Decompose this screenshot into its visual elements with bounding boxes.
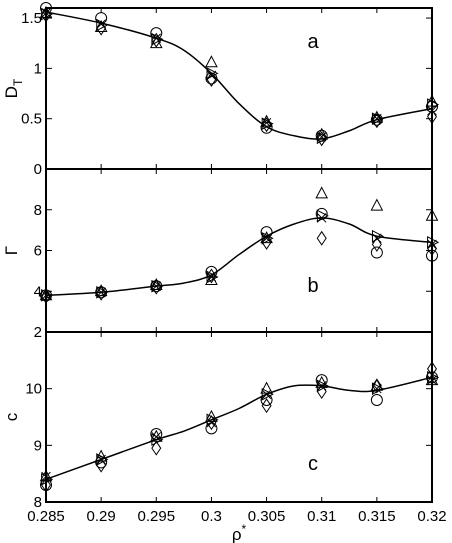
data-point-x bbox=[372, 113, 382, 124]
data-point-diamond bbox=[316, 131, 327, 147]
data-point-diamond bbox=[206, 415, 217, 431]
data-point-circle bbox=[150, 428, 163, 440]
data-point-diamond bbox=[261, 117, 272, 133]
y-axis-label: Γ bbox=[2, 246, 21, 255]
data-point-x bbox=[151, 33, 162, 43]
data-point-triangle-up bbox=[205, 409, 218, 422]
x-tick-label: 0.285 bbox=[27, 508, 65, 525]
data-point-diamond bbox=[96, 285, 107, 301]
data-point-x bbox=[96, 454, 106, 465]
data-point-triangle-up bbox=[260, 231, 273, 244]
data-point-x bbox=[206, 417, 217, 428]
data-point-x bbox=[96, 19, 106, 29]
data-point-diamond bbox=[261, 234, 272, 250]
y-tick-label: 8 bbox=[34, 494, 42, 511]
data-point-triangle-right bbox=[96, 453, 109, 466]
panel-label: a bbox=[307, 31, 319, 53]
data-point-diamond bbox=[151, 279, 162, 295]
y-axis-label-subscript: T bbox=[11, 78, 25, 86]
data-point-diamond bbox=[371, 113, 382, 129]
data-point-x bbox=[206, 70, 217, 81]
data-point-triangle-right bbox=[261, 231, 274, 245]
data-point-triangle-right bbox=[261, 117, 274, 131]
data-point-x bbox=[316, 381, 327, 391]
y-tick-label: 9 bbox=[34, 437, 42, 454]
data-point-triangle-up bbox=[260, 381, 273, 394]
data-point-triangle-up bbox=[315, 186, 329, 199]
data-point-x bbox=[151, 432, 162, 442]
data-point-diamond bbox=[316, 230, 327, 246]
data-point-triangle-up bbox=[370, 198, 384, 211]
data-point-diamond bbox=[371, 378, 382, 394]
y-tick-label: 6 bbox=[34, 243, 42, 260]
x-tick-label: 0.305 bbox=[248, 508, 286, 525]
data-point-x bbox=[261, 233, 272, 244]
x-tick-label: 0.31 bbox=[307, 508, 336, 525]
x-tick-label: 0.315 bbox=[358, 508, 396, 525]
x-axis-label: ρ* bbox=[232, 522, 247, 543]
data-point-x bbox=[151, 281, 162, 291]
data-point-triangle-right bbox=[261, 388, 274, 401]
plot-frame bbox=[45, 331, 433, 503]
x-tick-label: 0.29 bbox=[87, 508, 116, 525]
data-point-triangle-right bbox=[96, 285, 109, 299]
y-tick-label: 1 bbox=[34, 60, 42, 77]
y-tick-label: 2 bbox=[34, 324, 42, 341]
data-point-triangle-up bbox=[94, 449, 108, 462]
data-point-circle bbox=[370, 394, 383, 406]
y-axis-label: DT bbox=[2, 78, 25, 98]
data-point-circle bbox=[370, 246, 383, 259]
data-point-diamond bbox=[206, 71, 217, 87]
data-point-x bbox=[261, 117, 272, 128]
x-tick-label: 0.32 bbox=[417, 508, 446, 525]
y-tick-label: 4 bbox=[34, 283, 42, 300]
data-point-diamond bbox=[151, 32, 162, 48]
y-tick-label: 8 bbox=[34, 202, 42, 219]
data-point-diamond bbox=[96, 20, 107, 36]
data-point-triangle-up bbox=[370, 378, 384, 391]
panel-label: c bbox=[308, 453, 318, 475]
data-point-x bbox=[316, 213, 327, 223]
y-tick-label: 1.5 bbox=[21, 10, 42, 27]
data-point-triangle-up bbox=[205, 55, 218, 68]
plot-frame bbox=[45, 168, 433, 333]
data-point-x bbox=[316, 132, 327, 142]
y-tick-label: 10 bbox=[25, 381, 42, 398]
data-point-triangle-right bbox=[316, 379, 329, 393]
y-axis-label: c bbox=[2, 412, 21, 421]
data-point-diamond bbox=[371, 236, 382, 252]
plot-frame bbox=[45, 7, 433, 170]
fit-curve bbox=[45, 376, 433, 481]
data-point-diamond bbox=[261, 398, 272, 414]
data-point-triangle-up bbox=[260, 114, 273, 127]
data-point-x bbox=[372, 383, 382, 394]
data-point-x bbox=[372, 233, 382, 244]
y-tick-label: 0 bbox=[34, 161, 42, 178]
data-point-triangle-right bbox=[151, 32, 164, 46]
x-tick-label: 0.3 bbox=[201, 508, 222, 525]
data-point-triangle-up bbox=[315, 375, 329, 388]
data-point-diamond bbox=[151, 440, 162, 456]
data-point-triangle-right bbox=[151, 279, 164, 293]
data-point-x bbox=[96, 287, 106, 298]
panel-label: b bbox=[307, 275, 318, 297]
data-point-triangle-right bbox=[316, 131, 329, 145]
data-point-triangle-right bbox=[206, 270, 219, 284]
data-point-x bbox=[261, 389, 272, 400]
data-point-x bbox=[206, 272, 217, 282]
x-axis-label-superscript: * bbox=[242, 522, 247, 536]
x-tick-label: 0.295 bbox=[138, 508, 176, 525]
y-tick-label: 0.5 bbox=[21, 111, 42, 128]
fit-curve bbox=[45, 217, 433, 297]
